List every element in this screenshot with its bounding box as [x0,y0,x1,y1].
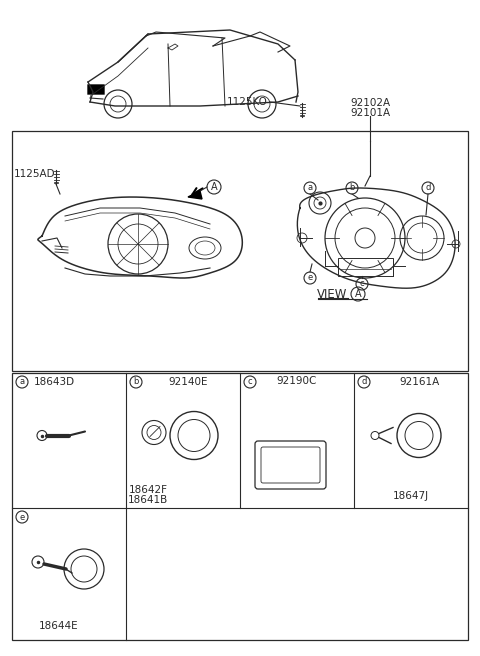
Text: a: a [19,377,24,386]
Text: 18647J: 18647J [393,491,429,501]
Text: b: b [349,184,355,192]
Bar [12,373,468,640]
Text: e: e [307,274,312,283]
Text: 92161A: 92161A [399,377,439,387]
Text: 18642F: 18642F [129,485,168,495]
Text: 92140E: 92140E [168,377,208,387]
Text: 92190C: 92190C [277,376,317,386]
Bar [338,258,393,276]
Text: 92101A: 92101A [350,108,390,118]
Text: b: b [133,377,139,386]
Text: 18641B: 18641B [128,495,168,505]
Text: VIEW: VIEW [317,287,347,300]
Text: A: A [355,289,361,299]
Text: A: A [211,182,217,192]
Text: c: c [360,279,364,289]
Bar [12,131,468,371]
Text: 92102A: 92102A [350,98,390,108]
FancyBboxPatch shape [87,85,105,94]
Text: 1125AD: 1125AD [14,169,56,179]
Text: 18643D: 18643D [34,377,75,387]
Text: 18644E: 18644E [39,621,79,631]
Text: d: d [425,184,431,192]
Text: 1125KO: 1125KO [227,97,268,107]
Text: c: c [248,377,252,386]
Text: d: d [361,377,367,386]
Polygon shape [188,191,202,199]
Text: a: a [307,184,312,192]
Text: e: e [19,512,24,522]
